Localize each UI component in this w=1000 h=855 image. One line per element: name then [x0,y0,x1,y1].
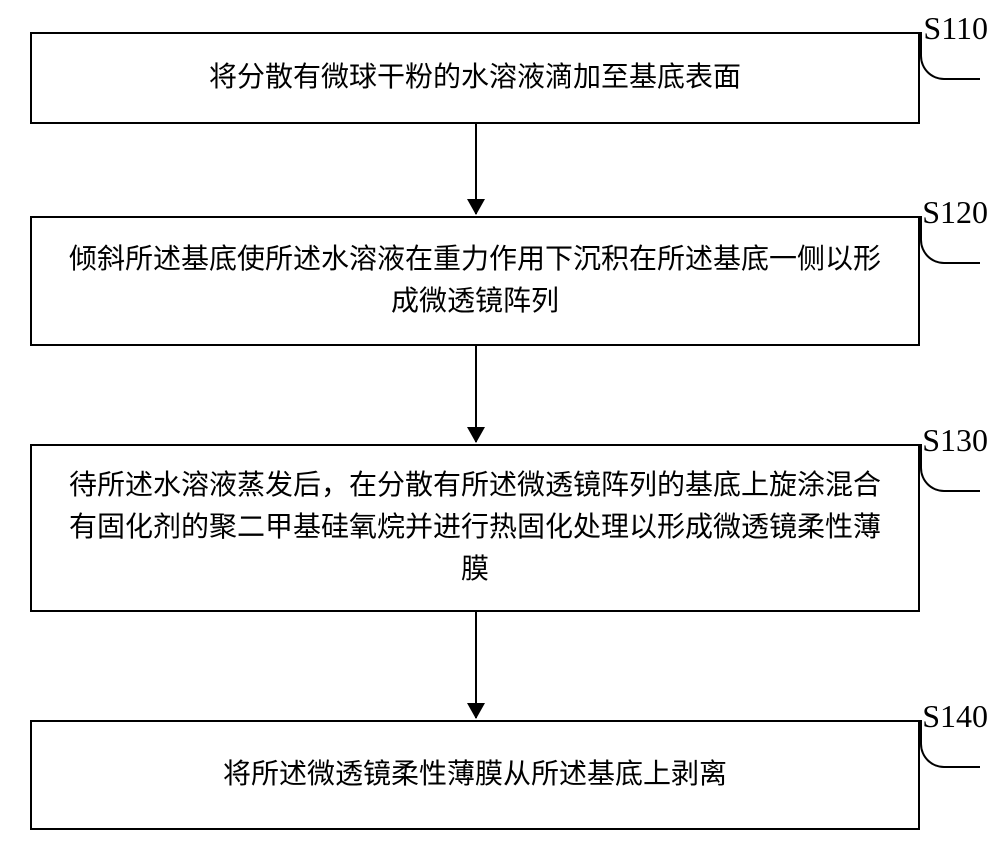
step-box-s120: 倾斜所述基底使所述水溶液在重力作用下沉积在所述基底一侧以形成微透镜阵列 [30,216,920,346]
arrow-2 [475,346,477,442]
connector-s120 [920,216,980,264]
step-box-s130: 待所述水溶液蒸发后，在分散有所述微透镜阵列的基底上旋涂混合有固化剂的聚二甲基硅氧… [30,444,920,612]
step-text-s130: 待所述水溶液蒸发后，在分散有所述微透镜阵列的基底上旋涂混合有固化剂的聚二甲基硅氧… [62,465,888,591]
step-box-s140: 将所述微透镜柔性薄膜从所述基底上剥离 [30,720,920,830]
step-text-s140: 将所述微透镜柔性薄膜从所述基底上剥离 [223,754,727,796]
step-box-s110: 将分散有微球干粉的水溶液滴加至基底表面 [30,32,920,124]
arrow-3 [475,612,477,718]
arrow-1 [475,124,477,214]
step-text-s120: 倾斜所述基底使所述水溶液在重力作用下沉积在所述基底一侧以形成微透镜阵列 [62,239,888,323]
connector-s130 [920,444,980,492]
step-text-s110: 将分散有微球干粉的水溶液滴加至基底表面 [209,57,741,99]
flowchart-container: S110 将分散有微球干粉的水溶液滴加至基底表面 S120 倾斜所述基底使所述水… [0,0,1000,855]
connector-s110 [920,32,980,80]
connector-s140 [920,720,980,768]
